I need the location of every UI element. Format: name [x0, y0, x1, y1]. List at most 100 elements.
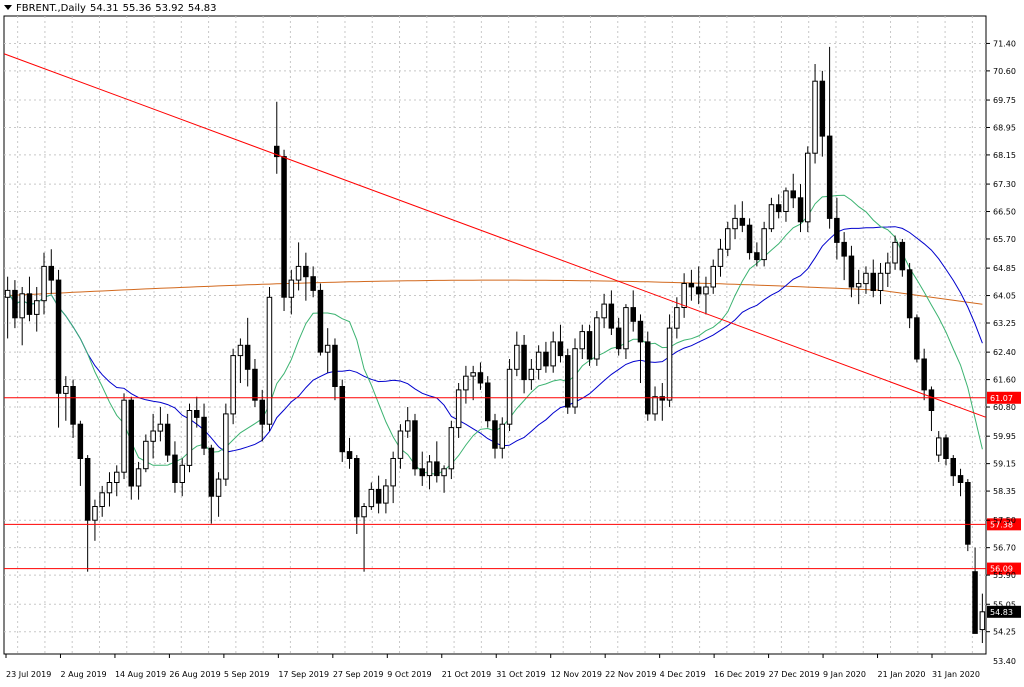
candle-body — [754, 252, 760, 261]
candle-body — [412, 420, 418, 470]
candle-body — [455, 389, 462, 429]
dropdown-triangle-icon[interactable] — [4, 5, 12, 10]
candle-body — [492, 420, 498, 449]
candle-body — [957, 475, 964, 484]
candle-body — [26, 293, 33, 315]
x-tick-label: 31 Jan 2020 — [932, 670, 980, 679]
candle-body — [317, 289, 324, 353]
candle-body — [834, 217, 840, 243]
candle-body — [615, 327, 622, 350]
candle-body — [892, 241, 898, 264]
candle-body — [12, 289, 18, 319]
candle-body — [19, 293, 25, 319]
candle-body — [608, 303, 615, 329]
candle-body — [84, 458, 91, 521]
candle-body — [557, 341, 564, 357]
candle-body — [783, 190, 789, 212]
candle-body — [135, 468, 142, 487]
x-tick-label: 17 Sep 2019 — [278, 670, 329, 679]
x-tick-label: 5 Sep 2019 — [224, 670, 270, 679]
candle-body — [361, 506, 367, 518]
candle-body — [855, 283, 862, 288]
candle-body — [208, 447, 215, 497]
candle-body — [339, 386, 345, 453]
candle-body — [775, 204, 782, 213]
candle-body — [790, 190, 796, 199]
candle-body — [41, 265, 47, 302]
level-price-label: 61.07 — [990, 394, 1013, 403]
candle-body — [434, 461, 440, 477]
candle-body — [899, 241, 906, 271]
y-tick-label: 71.40 — [993, 39, 1016, 48]
candle-body — [397, 430, 404, 459]
candle-body — [725, 228, 731, 250]
candle-body — [237, 344, 244, 357]
candle-body — [805, 152, 811, 223]
y-tick-label: 56.70 — [993, 544, 1016, 553]
x-tick-label: 21 Oct 2019 — [442, 670, 491, 679]
y-tick-label: 62.40 — [993, 348, 1016, 357]
candle-body — [928, 389, 935, 411]
candle-body — [652, 396, 658, 415]
candle-body — [157, 423, 164, 432]
candle-body — [477, 372, 484, 384]
y-tick-label: 66.50 — [993, 208, 1016, 217]
level-price-tag — [987, 391, 1021, 404]
candle-body — [543, 351, 549, 367]
y-tick-label: 59.15 — [993, 460, 1016, 469]
ma-slow-line — [7, 279, 983, 305]
high-value: 55.36 — [122, 3, 152, 14]
candle-body — [717, 248, 724, 267]
x-tick-label: 26 Aug 2019 — [169, 670, 220, 679]
candle-body — [354, 458, 360, 518]
candle-body — [877, 272, 884, 291]
y-tick-label: 53.40 — [993, 657, 1016, 666]
candle-body — [572, 348, 578, 408]
candle-body — [703, 286, 709, 295]
candle-body — [819, 80, 826, 137]
candle-body — [405, 420, 411, 432]
y-tick-label: 61.60 — [993, 376, 1016, 385]
candle-body — [179, 464, 185, 483]
x-tick-label: 22 Nov 2019 — [605, 670, 656, 679]
candle-body — [674, 307, 680, 329]
candle-body — [979, 611, 986, 631]
candle-body — [797, 197, 804, 223]
candle-body — [746, 224, 753, 254]
y-tick-label: 55.90 — [993, 571, 1016, 580]
y-tick-label: 55.05 — [993, 600, 1016, 609]
candle-body — [324, 344, 331, 353]
candle-body — [92, 506, 98, 521]
x-tick-label: 27 Dec 2019 — [769, 670, 820, 679]
candle-body — [768, 204, 775, 230]
candle-body — [870, 272, 876, 291]
candle-body — [390, 458, 396, 487]
candle-body — [4, 289, 11, 298]
x-tick-label: 23 Jul 2019 — [6, 670, 51, 679]
symbol-label: FBRENT.,Daily — [16, 3, 86, 14]
candle-body — [848, 255, 855, 288]
candle-body — [266, 296, 273, 425]
candle-body — [441, 468, 447, 477]
y-tick-label: 54.25 — [993, 628, 1016, 637]
candle-body — [936, 437, 942, 456]
candle-body — [885, 262, 891, 274]
low-value: 53.92 — [155, 3, 184, 14]
y-tick-label: 63.25 — [993, 319, 1016, 328]
candle-body — [114, 471, 120, 484]
candle-body — [230, 355, 236, 415]
y-tick-label: 64.85 — [993, 264, 1016, 273]
candle-body — [965, 482, 971, 545]
candle-body — [368, 488, 375, 508]
y-tick-label: 64.05 — [993, 292, 1016, 301]
candle-body — [106, 482, 113, 494]
candle-body — [215, 478, 222, 497]
close-value: 54.83 — [187, 3, 217, 14]
candle-body — [761, 228, 767, 261]
open-value: 54.31 — [89, 3, 119, 14]
candle-body — [528, 368, 535, 381]
candle-body — [281, 156, 287, 298]
candle-body — [586, 331, 593, 360]
